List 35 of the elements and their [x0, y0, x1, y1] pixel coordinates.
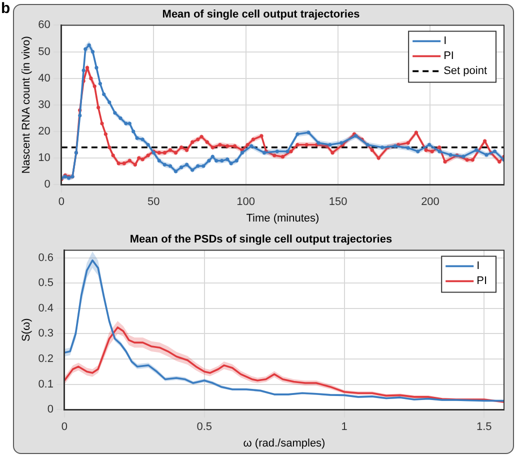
- legend-label: PI: [476, 275, 488, 288]
- x-axis-title: ω (rad./samples): [243, 437, 326, 450]
- y-tick-label: 0.1: [38, 378, 54, 390]
- x-tick-label: 1.5: [476, 421, 492, 434]
- x-tick-label: 50: [148, 196, 160, 208]
- y-tick-label: 50: [38, 46, 50, 58]
- x-tick-label: 200: [421, 196, 440, 208]
- x-axis-title: Time (minutes): [246, 212, 320, 224]
- legend-label: I: [444, 35, 447, 48]
- y-tick-label: 0: [44, 178, 50, 191]
- chart-title: Mean of the PSDs of single cell output trajectories: [130, 234, 392, 246]
- y-tick-label: 0.3: [38, 328, 54, 340]
- text: b: [1, 0, 10, 17]
- y-tick-label: 30: [38, 98, 50, 111]
- y-axis-title: Nascent RNA count (in vivo): [20, 36, 33, 174]
- legend-label: I: [476, 260, 480, 272]
- legend-label: Set point: [444, 65, 487, 78]
- y-tick-label: 0.2: [38, 353, 54, 366]
- y-tick-label: 10: [38, 152, 50, 164]
- x-tick-label: 0: [61, 421, 68, 434]
- legend-label: PI: [444, 50, 454, 62]
- x-tick-label: 0: [58, 196, 64, 208]
- x-tick-label: 150: [328, 196, 348, 208]
- y-tick-label: 40: [38, 72, 50, 84]
- y-tick-label: 20: [38, 126, 50, 138]
- y-tick-label: 0: [47, 404, 54, 416]
- x-tick-label: 1: [341, 421, 348, 434]
- x-tick-label: 0.5: [196, 421, 212, 434]
- y-tick-label: 0.5: [38, 277, 54, 290]
- y-tick-label: 0.4: [38, 302, 54, 314]
- chart-title: Mean of single cell output trajectories: [162, 8, 360, 21]
- x-tick-label: 100: [236, 196, 256, 208]
- y-axis-title: S(ω): [20, 318, 33, 342]
- y-tick-label: 0.6: [38, 252, 54, 264]
- y-tick-label: 60: [38, 19, 50, 32]
